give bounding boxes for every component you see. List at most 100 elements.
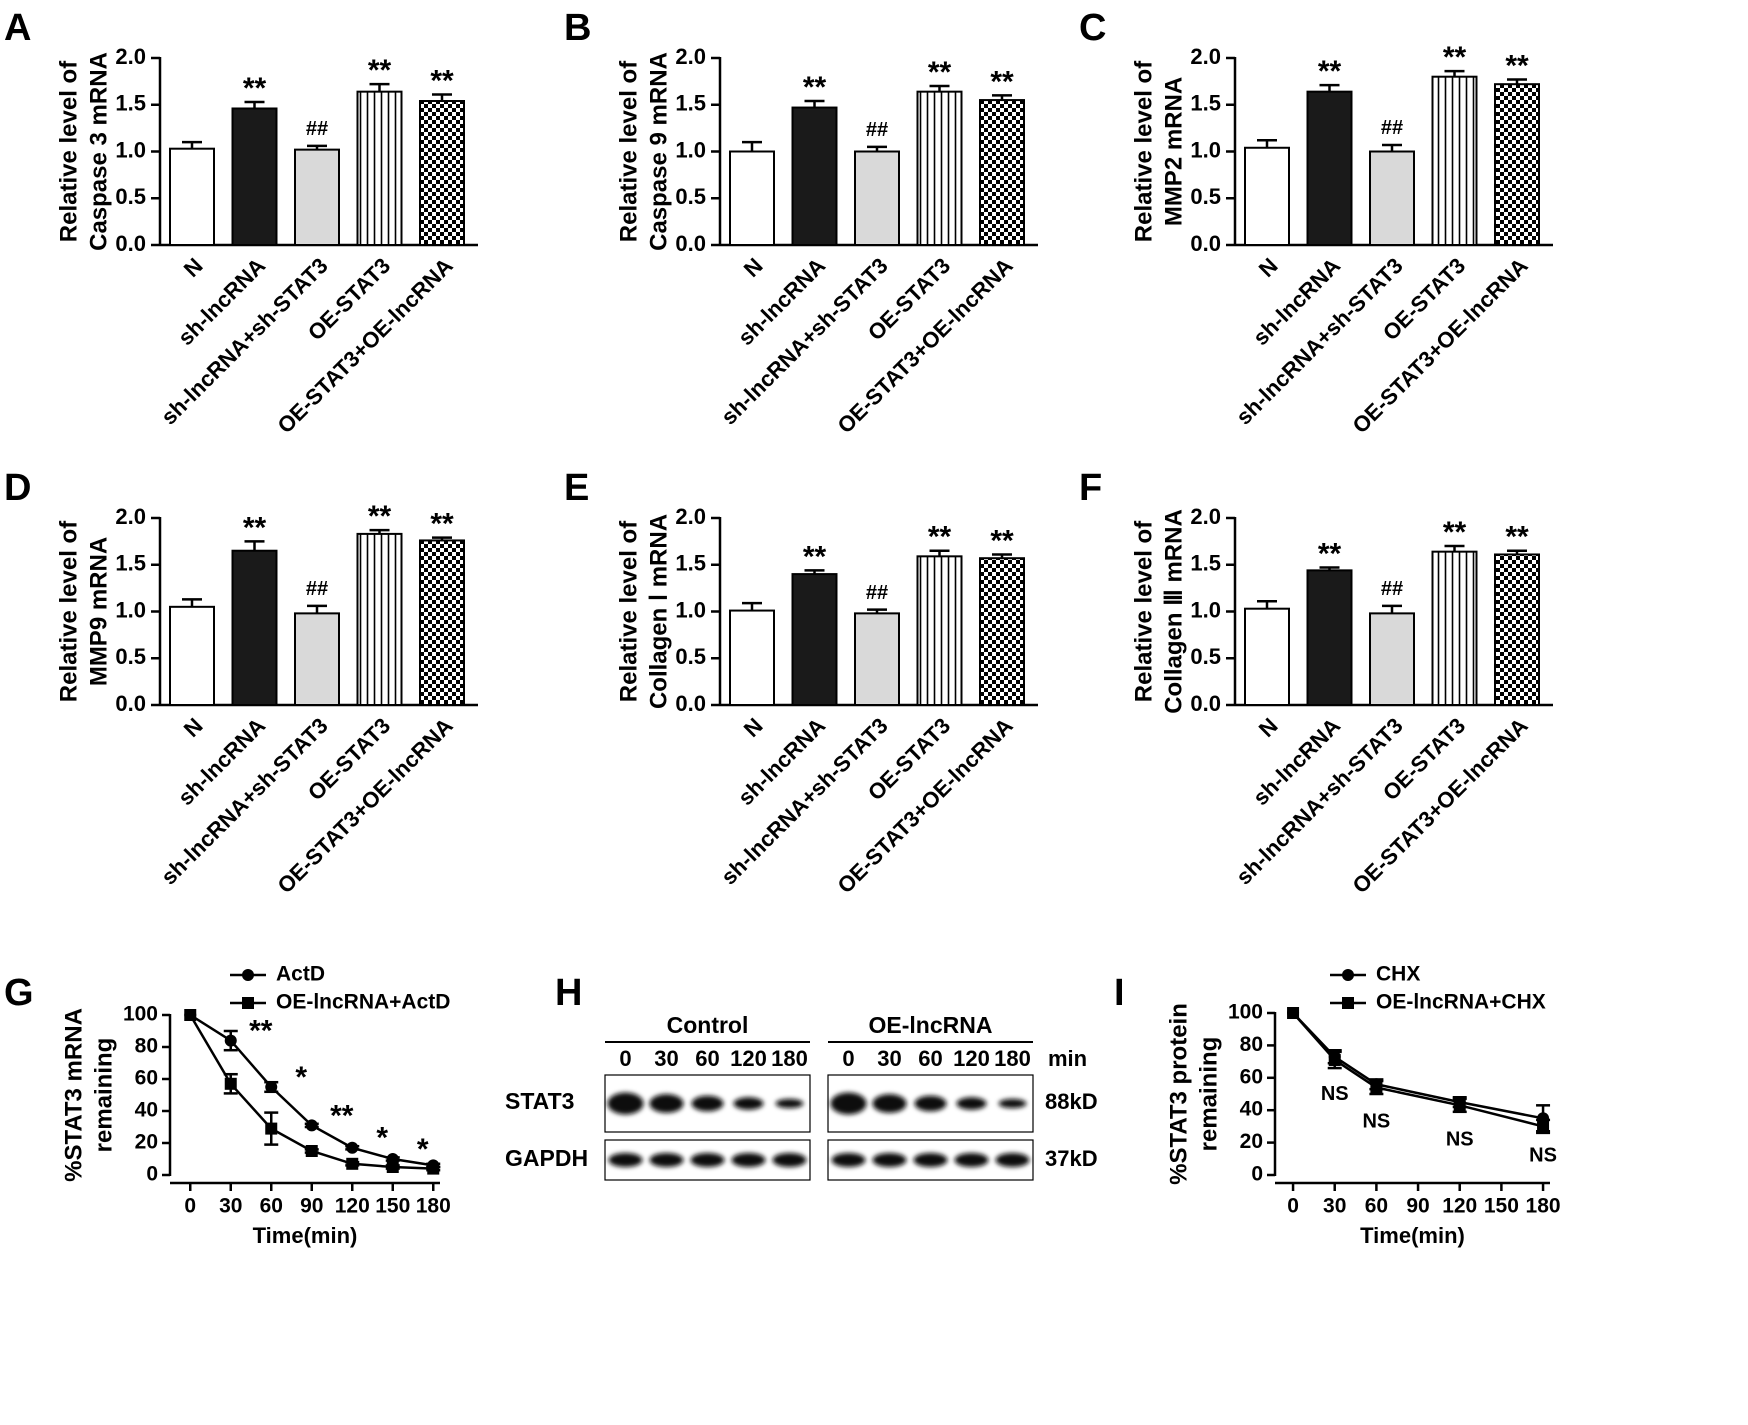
y-tick-label: 1.0 (1190, 137, 1221, 162)
y-tick-label: 0.5 (115, 644, 146, 669)
x-tick-label: 90 (300, 1195, 323, 1218)
significance-label: ** (1443, 516, 1467, 549)
bar (231, 107, 278, 246)
y-tick-label: 40 (1240, 1098, 1263, 1121)
bar (1244, 146, 1290, 246)
panel-label: H (555, 972, 582, 1014)
significance-label: ** (1443, 41, 1467, 74)
y-tick-label: 2.0 (675, 504, 706, 529)
blot-band (956, 1097, 987, 1110)
blot-band (733, 1097, 764, 1110)
marker (386, 1161, 399, 1173)
y-axis-label: remaining (90, 1038, 117, 1153)
lane-label: 0 (842, 1046, 854, 1071)
marker (427, 1162, 440, 1175)
bar (729, 150, 775, 246)
y-tick-label: 80 (1240, 1033, 1263, 1056)
legend-marker (1342, 969, 1354, 981)
marker (224, 1034, 237, 1047)
y-tick-label: 40 (135, 1099, 158, 1122)
significance-label: ** (368, 500, 392, 533)
group-label: Control (667, 1012, 749, 1038)
significance-label: ** (430, 64, 454, 97)
x-tick-label: 0 (184, 1195, 196, 1218)
bar (1431, 75, 1478, 246)
blot-band (608, 1153, 643, 1167)
y-tick-label: 80 (135, 1035, 158, 1058)
legend-marker (242, 997, 254, 1009)
x-axis-label: Time(min) (1360, 1223, 1465, 1248)
significance-label: ** (368, 54, 392, 87)
y-tick-label: 1.5 (1190, 91, 1221, 116)
bar (1494, 83, 1540, 247)
bar (419, 100, 465, 247)
bar (979, 557, 1025, 707)
bar (1369, 612, 1415, 706)
bar (1431, 550, 1478, 706)
significance-label: ** (430, 508, 454, 541)
significance-label: ** (1505, 521, 1529, 554)
x-tick-label: 90 (1406, 1195, 1429, 1218)
y-tick-label: 1.0 (115, 597, 146, 622)
significance-label: ** (928, 56, 952, 89)
y-tick-label: 0 (1251, 1163, 1263, 1186)
significance-label: ** (990, 65, 1014, 98)
size-label: 88kD (1045, 1089, 1098, 1114)
significance-label: * (295, 1061, 307, 1094)
x-tick-label: 150 (1484, 1195, 1519, 1218)
y-tick-label: 0.0 (1190, 691, 1221, 716)
y-tick-label: 20 (1240, 1130, 1263, 1153)
y-axis-label: MMP2 mRNA (1160, 77, 1187, 226)
bar (854, 612, 900, 706)
y-tick-label: 1.5 (675, 91, 706, 116)
x-tick-label: 120 (335, 1195, 370, 1218)
y-tick-label: 0.0 (675, 231, 706, 256)
y-tick-label: 2.0 (675, 44, 706, 69)
x-tick-label: N (1254, 713, 1283, 742)
lane-label: 60 (918, 1046, 942, 1071)
y-tick-label: 0.5 (675, 184, 706, 209)
x-tick-label: 120 (1442, 1195, 1477, 1218)
significance-label: ** (928, 521, 952, 554)
significance-label: ** (1505, 49, 1529, 82)
panel-label: E (564, 467, 589, 509)
y-axis-label: Collagen Ⅲ mRNA (1160, 509, 1187, 714)
legend-marker (242, 969, 254, 981)
y-axis-label: %STAT3 protein (1165, 1003, 1192, 1185)
y-tick-label: 1.0 (115, 137, 146, 162)
panel-label: A (4, 7, 31, 49)
x-tick-label: 180 (1526, 1195, 1561, 1218)
significance-label: ** (803, 540, 827, 573)
bar (356, 532, 403, 707)
unit-label: min (1048, 1046, 1087, 1071)
y-tick-label: 100 (123, 1003, 158, 1026)
y-tick-label: 1.0 (1190, 597, 1221, 622)
bar (419, 539, 465, 706)
y-tick-label: 0.5 (1190, 644, 1221, 669)
y-tick-label: 2.0 (115, 504, 146, 529)
bar (916, 90, 963, 246)
blot-band (995, 1153, 1030, 1167)
significance-label: * (376, 1122, 388, 1155)
significance-label: ** (1318, 55, 1342, 88)
y-tick-label: 0.5 (1190, 184, 1221, 209)
blot-band (775, 1098, 804, 1109)
y-tick-label: 0 (146, 1163, 158, 1186)
bar (231, 549, 278, 706)
legend-label: OE-lncRNA+ActD (276, 991, 450, 1014)
blot-band (872, 1094, 907, 1113)
legend-marker (1342, 997, 1354, 1009)
legend-label: ActD (276, 963, 325, 986)
blot-band (690, 1153, 725, 1167)
y-tick-label: 1.0 (675, 597, 706, 622)
blot-band (913, 1153, 948, 1167)
y-tick-label: 1.5 (675, 551, 706, 576)
blot-band (954, 1153, 989, 1167)
panel-label: C (1079, 7, 1106, 49)
y-axis-label: %STAT3 mRNA (60, 1008, 87, 1182)
significance-label: ** (249, 1015, 273, 1048)
blot-band (914, 1095, 947, 1112)
panel-label: I (1114, 972, 1125, 1014)
lane-label: 0 (619, 1046, 631, 1071)
marker (1370, 1081, 1383, 1094)
